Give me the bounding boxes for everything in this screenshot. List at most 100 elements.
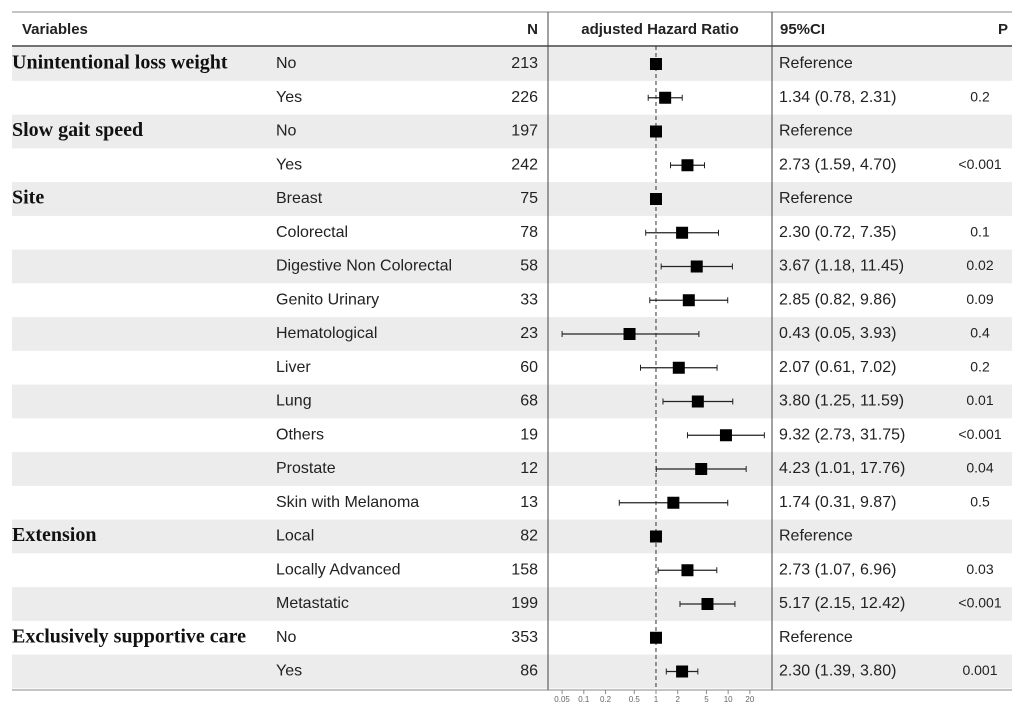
n-value: 60 (520, 359, 538, 376)
level-label: Colorectal (276, 224, 348, 241)
hr-square (649, 58, 662, 70)
level-label: Lung (276, 393, 312, 410)
hr-square (695, 463, 708, 475)
x-tick-label: 10 (724, 695, 733, 704)
hr-square (659, 91, 672, 104)
n-value: 353 (511, 629, 538, 646)
level-label: Digestive Non Colorectal (276, 258, 452, 275)
level-label: Others (276, 426, 324, 443)
variable-label: Site (12, 187, 44, 209)
header: N (527, 21, 538, 38)
x-tick-label: 20 (745, 695, 754, 704)
n-value: 68 (520, 393, 538, 410)
hr-square (691, 395, 704, 408)
p-value: 0.2 (970, 358, 990, 374)
p-value: 0.4 (970, 325, 990, 341)
n-value: 12 (520, 460, 538, 477)
hr-square (649, 193, 662, 205)
hr-square (649, 530, 662, 543)
ci-label: 2.30 (1.39, 3.80) (779, 663, 896, 680)
n-value: 58 (520, 258, 538, 275)
row-shade (12, 47, 1012, 81)
ci-label: 1.34 (0.78, 2.31) (779, 89, 896, 106)
n-value: 75 (520, 190, 538, 207)
level-label: Hematological (276, 325, 377, 342)
level-label: No (276, 629, 297, 646)
n-value: 197 (511, 123, 538, 140)
n-value: 82 (520, 528, 538, 545)
p-value: <0.001 (958, 156, 1001, 172)
n-value: 86 (520, 663, 538, 680)
ci-label: 4.23 (1.01, 17.76) (779, 460, 905, 477)
row-shade (12, 452, 1012, 486)
variable-label: Extension (12, 524, 96, 546)
ci-label: Reference (779, 629, 853, 646)
n-value: 158 (511, 561, 538, 578)
n-value: 226 (511, 89, 538, 106)
ci-label: 2.07 (0.61, 7.02) (779, 359, 896, 376)
level-label: Prostate (276, 460, 336, 477)
row-backgrounds (12, 47, 1012, 689)
hr-square (676, 665, 689, 678)
row-shade (12, 384, 1012, 419)
p-value: <0.001 (958, 595, 1001, 611)
ci-label: 3.67 (1.18, 11.45) (779, 258, 904, 275)
x-tick-label: 2 (675, 695, 680, 704)
ci-label: Reference (779, 123, 853, 140)
level-label: Genito Urinary (276, 291, 379, 308)
hr-square (719, 429, 732, 442)
n-value: 19 (520, 426, 538, 443)
n-value: 33 (520, 291, 538, 308)
row-shade (12, 654, 1012, 689)
hr-square (682, 294, 695, 307)
x-tick-label: 0.2 (600, 695, 612, 704)
row-shade (12, 114, 1012, 149)
level-label: Liver (276, 359, 311, 376)
level-label: Yes (276, 156, 302, 173)
hr-square (681, 564, 694, 577)
hr-square (623, 328, 636, 340)
header: adjusted Hazard Ratio (581, 21, 739, 38)
x-tick-label: 0.5 (629, 695, 641, 704)
ci-label: 2.85 (0.82, 9.86) (779, 291, 896, 308)
ci-label: 2.30 (0.72, 7.35) (779, 224, 896, 241)
n-value: 23 (520, 325, 538, 342)
row-shade (12, 182, 1012, 216)
ci-label: 5.17 (2.15, 12.42) (779, 595, 905, 612)
n-value: 78 (520, 224, 538, 241)
p-value: 0.02 (966, 257, 993, 273)
variable-label: Exclusively supportive care (12, 625, 246, 647)
hr-square (649, 631, 662, 644)
level-label: No (276, 55, 297, 72)
level-label: Yes (276, 89, 302, 106)
ci-label: 2.73 (1.07, 6.96) (779, 561, 896, 578)
row-shade (12, 249, 1012, 284)
p-value: 0.04 (966, 460, 993, 476)
n-value: 13 (520, 494, 538, 511)
level-label: Skin with Melanoma (276, 494, 419, 511)
row-shade (12, 519, 1012, 554)
hr-square (667, 496, 680, 509)
level-label: Local (276, 528, 314, 545)
p-value: 0.1 (970, 223, 990, 239)
header: Variables (22, 21, 88, 38)
row-shade (12, 317, 1012, 351)
ci-label: 2.73 (1.59, 4.70) (779, 156, 896, 173)
level-label: No (276, 123, 297, 140)
ci-label: 3.80 (1.25, 11.59) (779, 393, 904, 410)
ci-label: 1.74 (0.31, 9.87) (779, 494, 896, 511)
n-value: 242 (511, 156, 538, 173)
hr-square (690, 260, 703, 273)
level-label: Breast (276, 190, 323, 207)
p-value: 0.2 (970, 88, 990, 104)
hr-square (676, 226, 689, 239)
ci-label: Reference (779, 55, 853, 72)
level-label: Metastatic (276, 595, 349, 612)
n-value: 199 (511, 595, 538, 612)
n-value: 213 (511, 55, 538, 72)
row-shade (12, 587, 1012, 621)
variable-label: Unintentional loss weight (12, 52, 228, 74)
p-value: 0.09 (966, 291, 993, 307)
p-value: 0.001 (962, 662, 997, 678)
hr-square (701, 598, 714, 610)
